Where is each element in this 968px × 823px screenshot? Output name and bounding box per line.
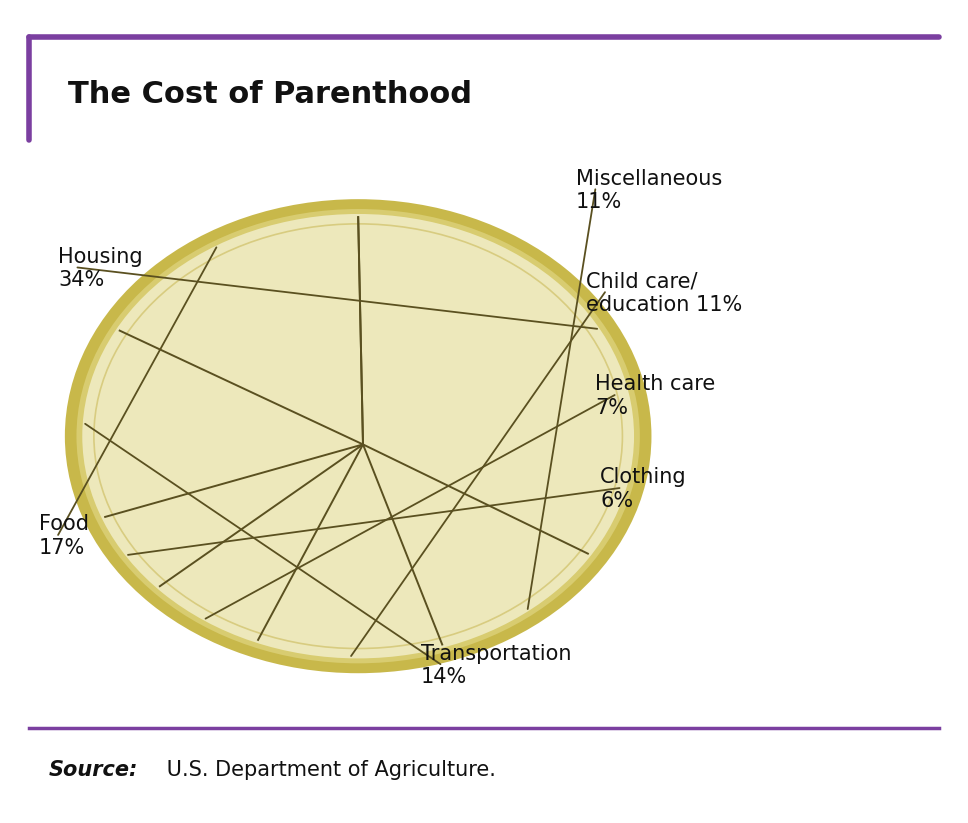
Text: Child care/
education 11%: Child care/ education 11% [586, 272, 741, 314]
Text: Miscellaneous
11%: Miscellaneous 11% [576, 169, 722, 212]
Text: Food
17%: Food 17% [39, 514, 89, 557]
Text: U.S. Department of Agriculture.: U.S. Department of Agriculture. [160, 760, 496, 779]
Ellipse shape [76, 209, 640, 663]
Text: Clothing
6%: Clothing 6% [600, 467, 686, 510]
Ellipse shape [82, 214, 634, 658]
Ellipse shape [65, 199, 651, 673]
Text: The Cost of Parenthood: The Cost of Parenthood [68, 80, 471, 109]
Text: Source:: Source: [48, 760, 137, 779]
Text: Housing
34%: Housing 34% [58, 247, 142, 290]
Text: Transportation
14%: Transportation 14% [421, 644, 571, 686]
Text: Health care
7%: Health care 7% [595, 374, 715, 417]
